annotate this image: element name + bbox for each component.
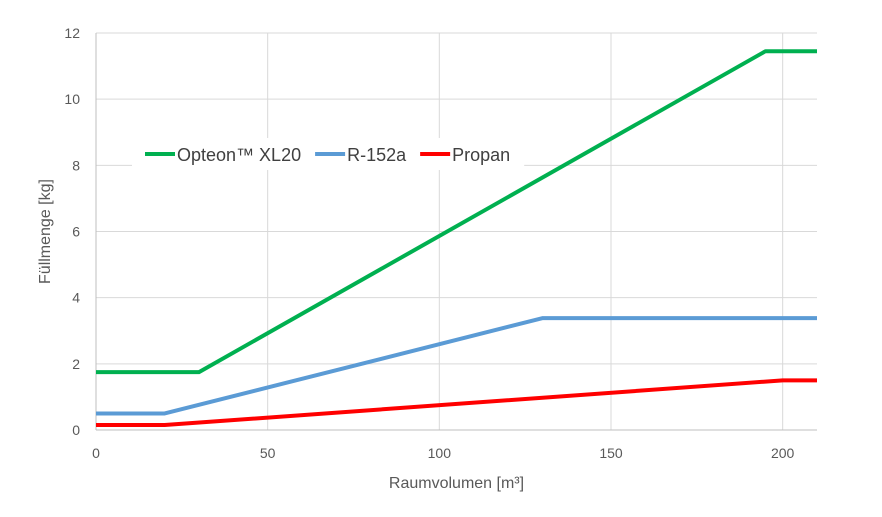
x-axis-title: Raumvolumen [m³] [389,475,524,492]
x-tick-label: 150 [599,445,623,461]
y-axis-title: Füllmenge [kg] [37,179,54,284]
x-tick-label: 0 [92,445,100,461]
series-line-2 [96,378,817,428]
y-tick-label: 2 [72,356,80,372]
series-lines [96,49,817,428]
y-tick-label: 12 [64,25,80,41]
x-tick-label: 200 [771,445,795,461]
legend-label: Propan [452,145,510,165]
axes: 0 2 4 6 8 10 12 0 50 100 150 200 [64,25,817,461]
legend-label: Opteon™ XL20 [177,145,301,165]
y-tick-label: 10 [64,91,80,107]
y-tick-label: 4 [72,290,80,306]
y-tick-label: 6 [72,224,80,240]
x-tick-label: 50 [260,445,276,461]
series-line-0 [96,49,817,375]
legend: Opteon™ XL20 R-152a Propan [132,138,525,170]
x-tick-label: 100 [428,445,452,461]
y-tick-label: 0 [72,422,80,438]
series-line-1 [96,316,817,416]
y-tick-label: 8 [72,157,80,173]
legend-label: R-152a [347,145,407,165]
